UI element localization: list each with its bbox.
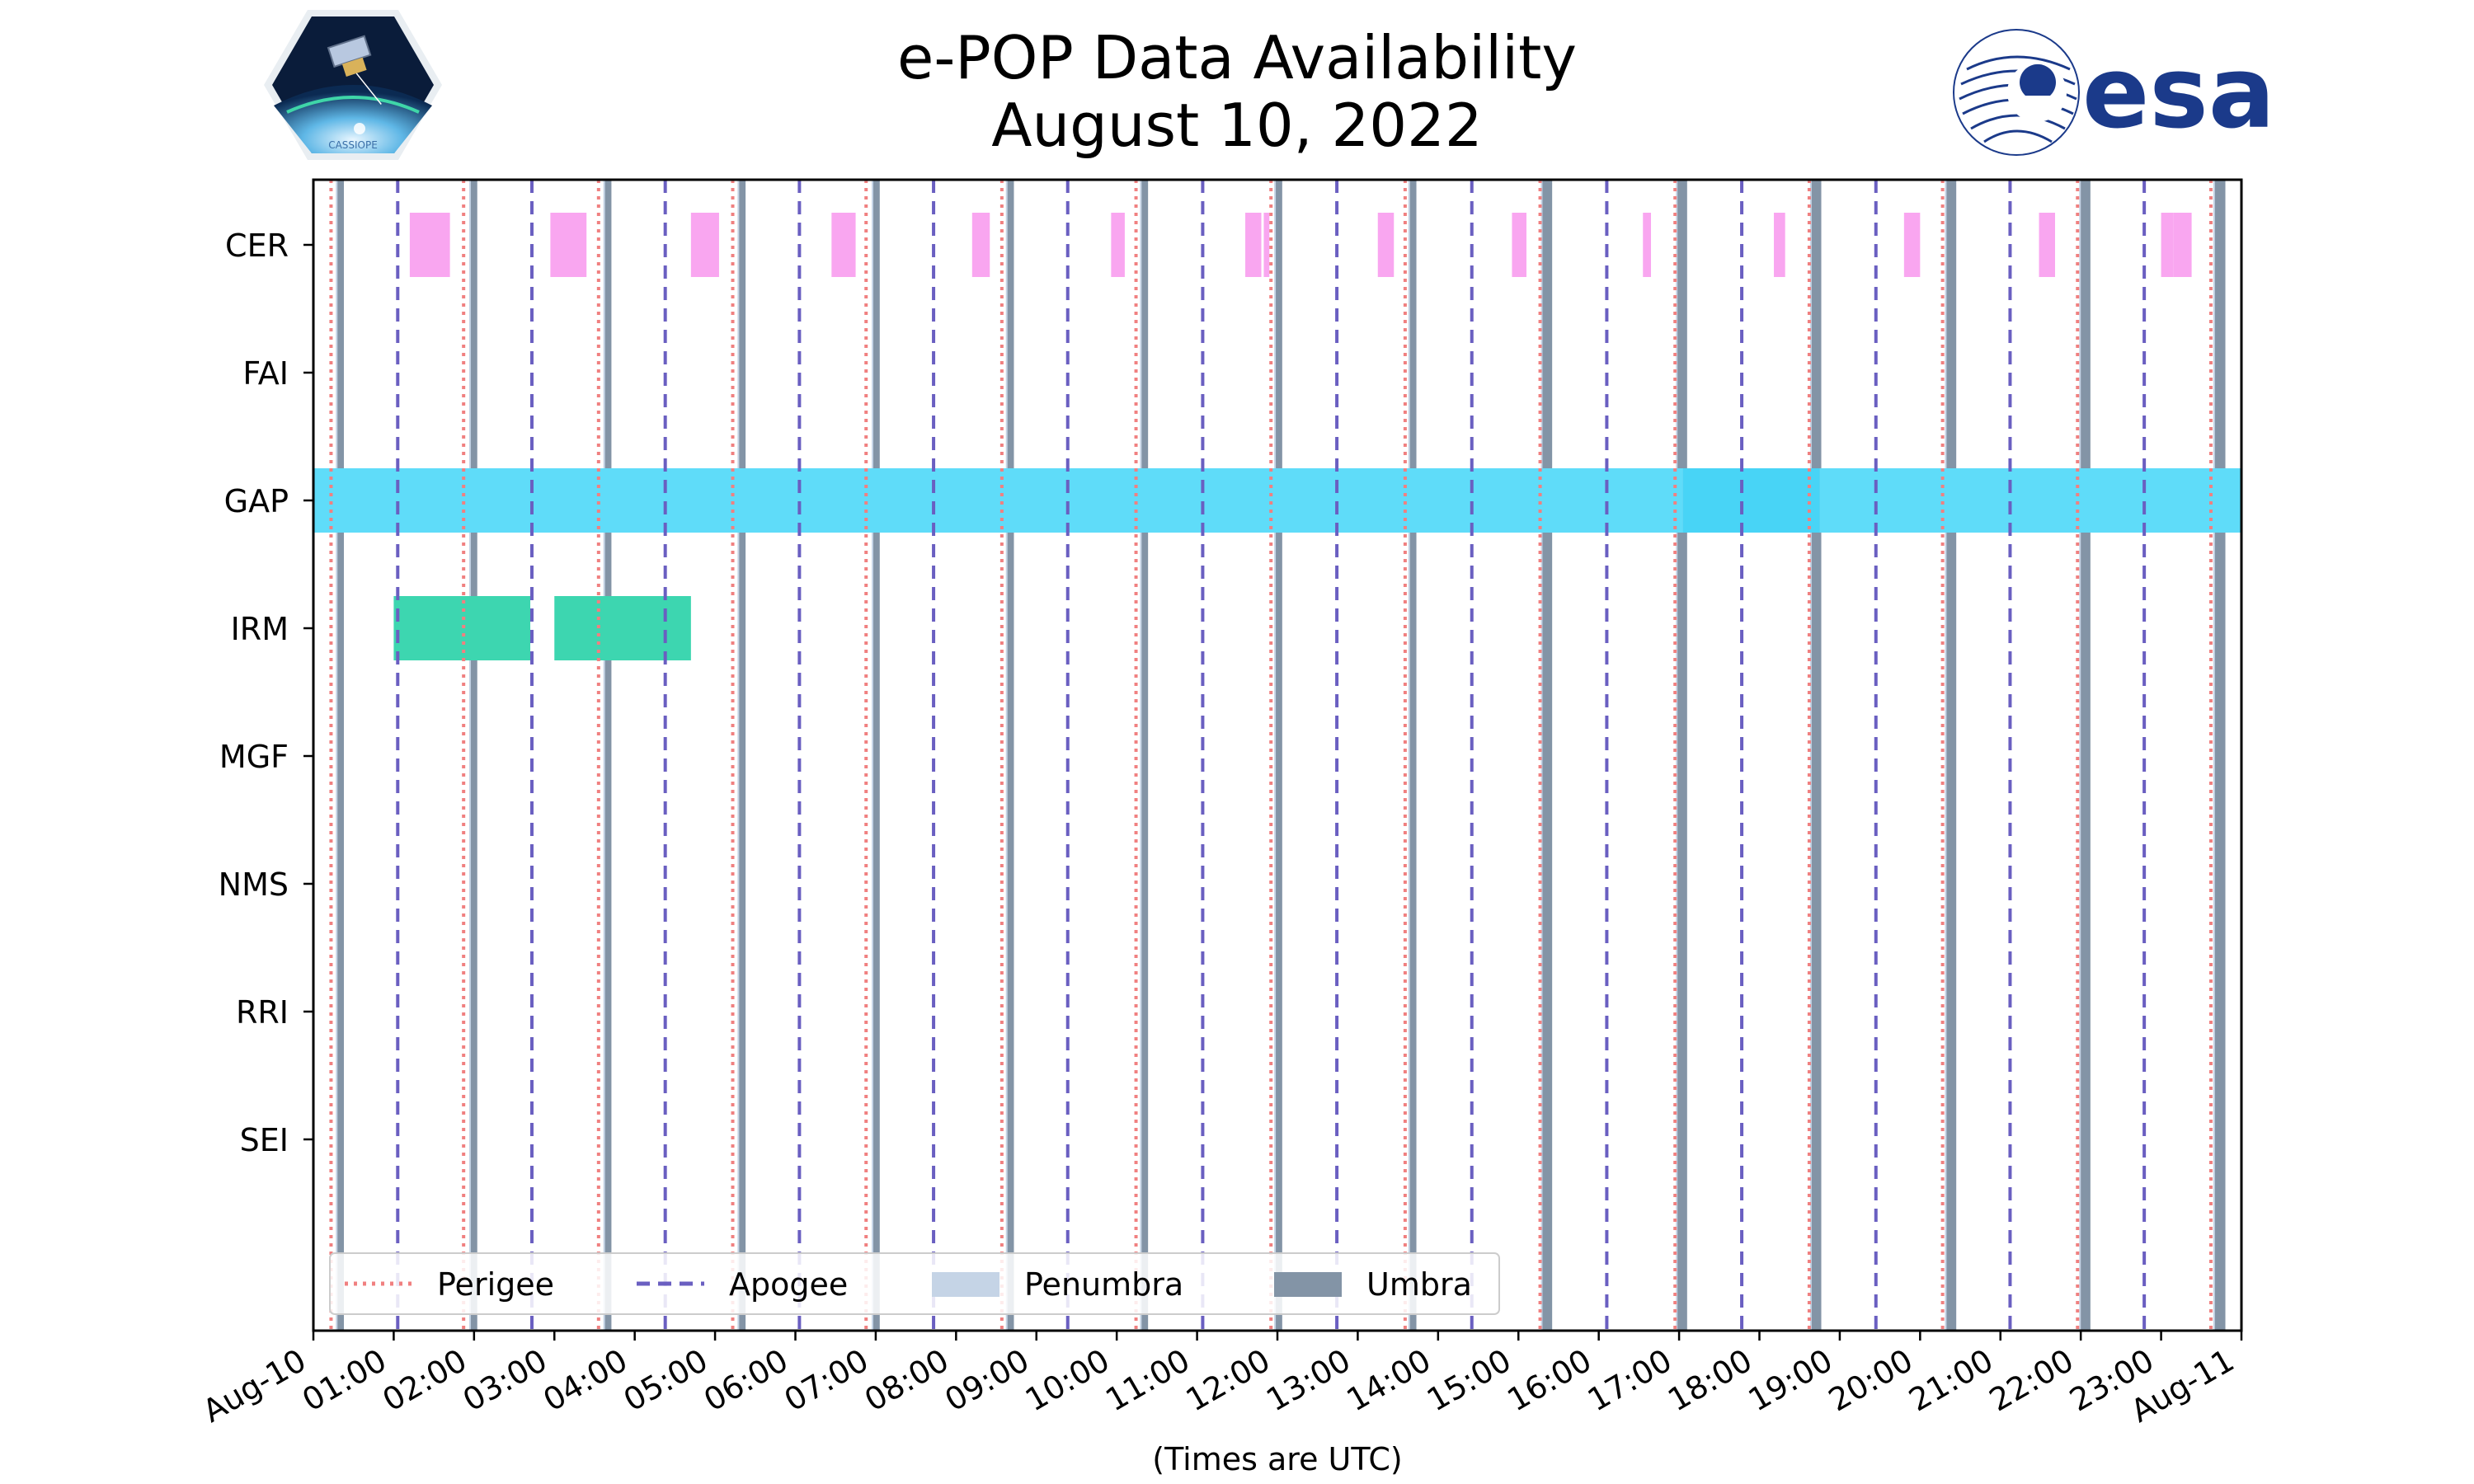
- x-tick-label: 19:00: [1743, 1342, 1839, 1419]
- cer-data-segment: [971, 213, 990, 277]
- umbra-band: [470, 180, 477, 1331]
- cer-data-segment: [1903, 213, 1921, 277]
- umbra-band: [1946, 180, 1957, 1331]
- penumbra-band: [1540, 180, 1543, 1331]
- legend-umbra-label: Umbra: [1366, 1266, 1472, 1303]
- x-tick-label: 01:00: [296, 1342, 393, 1419]
- cer-data-segment: [1377, 213, 1395, 277]
- penumbra-band: [872, 180, 874, 1331]
- legend-penumbra-label: Penumbra: [1024, 1266, 1183, 1303]
- y-tick-label: NMS: [219, 866, 289, 903]
- x-tick-label: 08:00: [858, 1342, 955, 1419]
- irm-data-segment: [554, 596, 691, 660]
- cer-data-segment: [690, 213, 719, 277]
- x-tick-label: 18:00: [1662, 1342, 1758, 1419]
- cassiope-logo: CASSIOPE: [264, 10, 442, 160]
- esa-logo-text: esa: [2082, 36, 2275, 151]
- cer-data-segment: [1111, 213, 1125, 277]
- cer-data-segment: [2173, 213, 2192, 277]
- x-tick-label: 06:00: [698, 1342, 794, 1419]
- y-tick-label: FAI: [242, 355, 289, 392]
- penumbra-band: [1274, 180, 1277, 1331]
- penumbra-band: [1408, 180, 1410, 1331]
- umbra-band: [2214, 180, 2226, 1331]
- umbra-band: [2081, 180, 2091, 1331]
- cer-data-segment: [1245, 213, 1262, 277]
- umbra-band: [872, 180, 880, 1331]
- umbra-band: [1677, 180, 1687, 1331]
- penumbra-band: [468, 180, 471, 1331]
- penumbra-band: [603, 180, 605, 1331]
- x-tick-label: 11:00: [1099, 1342, 1196, 1419]
- penumbra-band: [1140, 180, 1142, 1331]
- x-tick-label: 20:00: [1823, 1342, 1919, 1419]
- umbra-band: [1276, 180, 1282, 1331]
- cassiope-logo-text: CASSIOPE: [328, 139, 378, 151]
- y-tick-label: SEI: [240, 1122, 289, 1158]
- cer-data-segment: [2039, 213, 2055, 277]
- gap-data-segment: [1682, 468, 1820, 533]
- x-tick-label: 21:00: [1903, 1342, 1999, 1419]
- x-tick-label: 05:00: [618, 1342, 714, 1419]
- umbra-band: [1542, 180, 1553, 1331]
- x-tick-label: 22:00: [1983, 1342, 2080, 1419]
- legend-box: [329, 1252, 1500, 1315]
- y-tick-label: IRM: [231, 611, 289, 647]
- legend-perigee-label: Perigee: [437, 1266, 554, 1303]
- y-tick-label: GAP: [224, 483, 289, 519]
- penumbra-band: [2079, 180, 2081, 1331]
- cer-data-segment: [1774, 213, 1785, 277]
- x-tick-label: 13:00: [1260, 1342, 1357, 1419]
- penumbra-band: [1005, 180, 1008, 1331]
- x-tick-label: 03:00: [457, 1342, 553, 1419]
- umbra-band: [1141, 180, 1149, 1331]
- penumbra-band: [737, 180, 740, 1331]
- cer-data-segment: [1263, 213, 1270, 277]
- penumbra-band: [1809, 180, 1812, 1331]
- cer-data-segment: [1512, 213, 1526, 277]
- x-tick-label: 07:00: [778, 1342, 875, 1419]
- x-tick-label: Aug-10: [196, 1342, 312, 1430]
- y-tick-label: CER: [225, 228, 289, 264]
- legend-umbra-swatch: [1274, 1272, 1342, 1297]
- umbra-band: [1409, 180, 1417, 1331]
- x-tick-label: 04:00: [537, 1342, 633, 1419]
- x-tick-label: 12:00: [1180, 1342, 1277, 1419]
- umbra-band: [739, 180, 746, 1331]
- penumbra-band: [1945, 180, 1947, 1331]
- esa-logo: esa: [1953, 29, 2275, 156]
- umbra-band: [1007, 180, 1014, 1331]
- legend-penumbra-swatch: [932, 1272, 999, 1297]
- cer-data-segment: [1643, 213, 1651, 277]
- x-axis-label: (Times are UTC): [1152, 1441, 1402, 1477]
- umbra-band: [604, 180, 612, 1331]
- chart-title: e-POP Data Availability: [897, 23, 1577, 92]
- penumbra-band: [2213, 180, 2215, 1331]
- x-tick-label: 16:00: [1501, 1342, 1597, 1419]
- x-tick-label: 10:00: [1019, 1342, 1116, 1419]
- x-tick-label: 14:00: [1340, 1342, 1437, 1419]
- x-tick-label: 17:00: [1582, 1342, 1678, 1419]
- x-tick-label: 02:00: [376, 1342, 473, 1419]
- cer-data-segment: [409, 213, 450, 277]
- penumbra-band: [1676, 180, 1678, 1331]
- cer-data-segment: [2161, 213, 2174, 277]
- legend-apogee-label: Apogee: [729, 1266, 848, 1303]
- umbra-band: [337, 180, 345, 1331]
- cer-data-segment: [831, 213, 856, 277]
- gap-data-segment: [1819, 468, 2241, 533]
- umbra-band: [1811, 180, 1822, 1331]
- gap-data-segment: [313, 468, 1683, 533]
- y-tick-label: MGF: [219, 739, 289, 775]
- y-tick-label: RRI: [236, 994, 289, 1031]
- x-tick-label: 15:00: [1421, 1342, 1517, 1419]
- penumbra-band: [336, 180, 338, 1331]
- x-tick-label: 09:00: [938, 1342, 1035, 1419]
- chart-subtitle: August 10, 2022: [991, 91, 1483, 160]
- cer-data-segment: [550, 213, 587, 277]
